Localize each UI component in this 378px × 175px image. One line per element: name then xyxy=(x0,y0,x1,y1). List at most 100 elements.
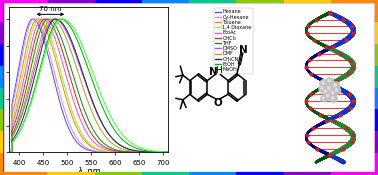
MeOH xyxy=(119,132,124,134)
DMSO xyxy=(171,151,175,153)
Circle shape xyxy=(322,82,324,84)
CHCl₃ xyxy=(22,88,26,90)
DMF xyxy=(134,150,139,153)
DMSO xyxy=(78,67,82,69)
1,4 Dioxane xyxy=(119,151,124,153)
Hexane xyxy=(134,151,139,153)
DMF xyxy=(22,104,26,106)
CH₃CN xyxy=(78,64,82,67)
THF xyxy=(22,97,26,99)
DMSO xyxy=(134,150,139,152)
Toluene xyxy=(5,151,9,153)
Circle shape xyxy=(325,93,332,100)
Circle shape xyxy=(330,90,337,97)
Cy-Hexane xyxy=(72,133,77,135)
Circle shape xyxy=(321,96,327,102)
DMSO xyxy=(137,150,142,152)
MeOH xyxy=(171,151,175,153)
MeOH xyxy=(22,122,26,124)
THF xyxy=(119,150,124,152)
Line: 1,4 Dioxane: 1,4 Dioxane xyxy=(7,19,173,152)
EtoAc xyxy=(134,151,139,153)
Cy-Hexane xyxy=(32,18,36,20)
Line: CH₃CN: CH₃CN xyxy=(7,19,173,152)
Circle shape xyxy=(332,91,334,94)
CH₃CN xyxy=(119,145,124,147)
EtoAc xyxy=(22,77,26,79)
Circle shape xyxy=(322,97,324,99)
Line: THF: THF xyxy=(7,19,173,152)
EtoAc xyxy=(72,102,77,104)
DMF xyxy=(50,18,54,20)
Cy-Hexane xyxy=(119,151,124,153)
DMSO xyxy=(72,50,77,52)
DMSO xyxy=(52,18,56,20)
THF xyxy=(78,97,82,100)
DMF xyxy=(137,151,142,153)
DMSO xyxy=(119,145,124,147)
CHCl₃ xyxy=(5,151,9,153)
CHCl₃ xyxy=(134,151,139,153)
Circle shape xyxy=(333,84,336,87)
Cy-Hexane xyxy=(137,151,142,153)
THF xyxy=(5,151,9,153)
Circle shape xyxy=(328,80,330,82)
Hexane xyxy=(78,145,82,147)
1,4 Dioxane xyxy=(22,67,26,69)
1,4 Dioxane xyxy=(171,151,175,153)
EtOH xyxy=(5,151,9,153)
Line: EtOH: EtOH xyxy=(7,19,173,152)
EtoAc xyxy=(171,151,175,153)
CHCl₃ xyxy=(171,151,175,153)
Toluene xyxy=(78,133,82,135)
Cy-Hexane xyxy=(134,151,139,153)
Toluene xyxy=(72,121,77,123)
Circle shape xyxy=(334,87,341,94)
DMF xyxy=(119,148,124,150)
THF xyxy=(171,151,175,153)
THF xyxy=(72,78,77,80)
DMF xyxy=(171,151,175,153)
Hexane xyxy=(171,151,175,153)
CHCl₃ xyxy=(78,108,82,111)
Text: H: H xyxy=(215,66,222,75)
Toluene xyxy=(22,58,26,60)
1,4 Dioxane xyxy=(72,116,77,118)
Circle shape xyxy=(332,82,340,90)
DMF xyxy=(78,78,82,80)
Circle shape xyxy=(319,86,326,92)
Legend: Hexane, Cy-Hexane, Toluene, 1,4 Dioxane, EtoAc, CHCl₃, THF, DMSO, DMF, CH₃CN, Et: Hexane, Cy-Hexane, Toluene, 1,4 Dioxane,… xyxy=(214,8,253,74)
Text: O: O xyxy=(213,98,222,108)
EtoAc xyxy=(137,151,142,153)
EtoAc xyxy=(119,151,124,153)
Circle shape xyxy=(320,80,328,88)
CH₃CN xyxy=(53,18,58,20)
Circle shape xyxy=(328,87,330,90)
1,4 Dioxane xyxy=(134,151,139,153)
CHCl₃ xyxy=(119,150,124,153)
EtOH xyxy=(119,137,124,139)
MeOH xyxy=(60,18,65,20)
CHCl₃ xyxy=(72,90,77,92)
Line: MeOH: MeOH xyxy=(7,19,173,152)
MeOH xyxy=(78,40,82,42)
Circle shape xyxy=(321,87,323,89)
Line: CHCl₃: CHCl₃ xyxy=(7,19,173,152)
EtOH xyxy=(137,148,142,150)
Line: EtoAc: EtoAc xyxy=(7,19,173,152)
Toluene xyxy=(134,151,139,153)
EtOH xyxy=(58,18,63,20)
Circle shape xyxy=(327,95,329,97)
MeOH xyxy=(72,28,77,30)
Circle shape xyxy=(326,85,334,93)
1,4 Dioxane xyxy=(5,151,9,153)
EtoAc xyxy=(5,151,9,153)
Line: DMSO: DMSO xyxy=(7,19,173,152)
Cy-Hexane xyxy=(5,151,9,153)
Hexane xyxy=(22,39,26,41)
Line: DMF: DMF xyxy=(7,19,173,152)
Toluene xyxy=(137,151,142,153)
Circle shape xyxy=(322,88,330,96)
CHCl₃ xyxy=(137,151,142,153)
Toluene xyxy=(119,151,124,153)
